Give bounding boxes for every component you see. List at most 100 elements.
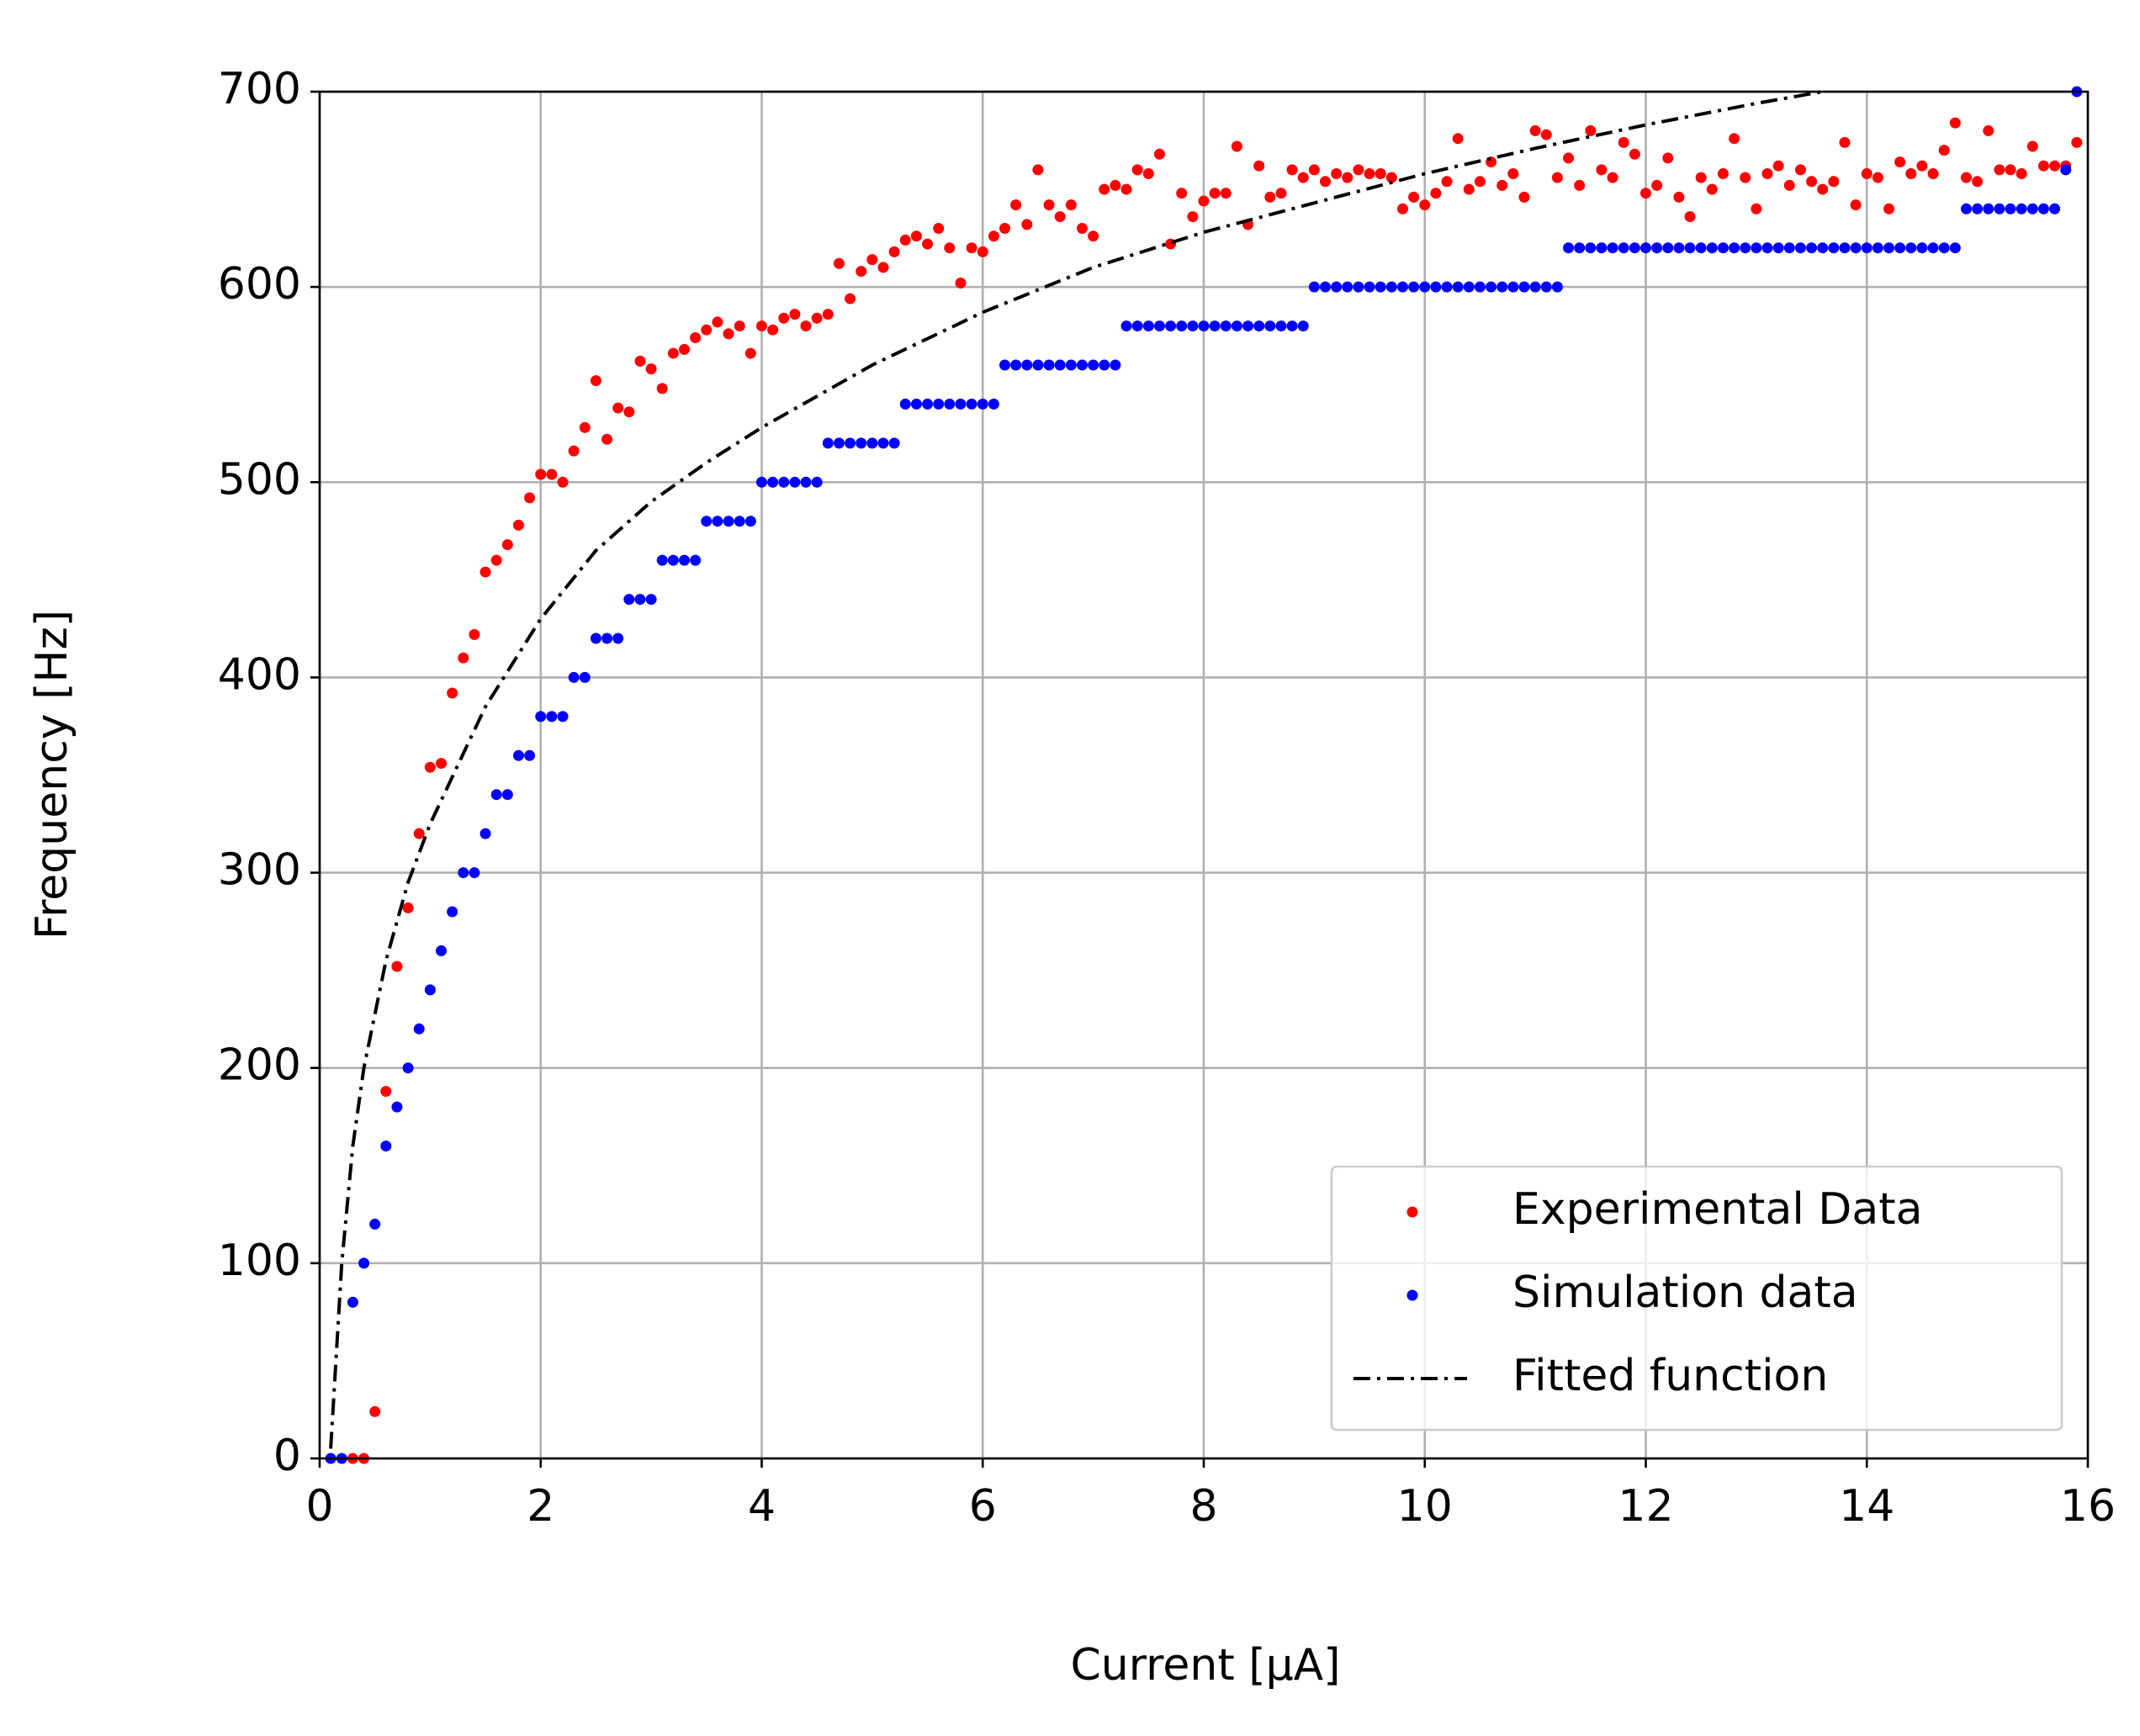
point [557, 711, 569, 722]
point [1375, 281, 1386, 293]
point [1209, 188, 1221, 199]
point [501, 789, 513, 801]
point [1021, 219, 1033, 230]
point [1540, 281, 1552, 293]
point [1043, 359, 1055, 371]
point [436, 945, 448, 956]
point [999, 223, 1011, 234]
x-tick-label: 12 [1618, 1481, 1673, 1532]
point [845, 293, 856, 304]
point [2037, 203, 2049, 214]
point [1684, 211, 1696, 223]
point [1916, 160, 1928, 172]
point [524, 492, 536, 504]
point [756, 476, 767, 488]
point [1850, 199, 1862, 211]
point [1972, 176, 1984, 188]
point [2071, 136, 2083, 148]
point [744, 347, 756, 359]
x-tick-label: 6 [969, 1481, 997, 1532]
point [988, 230, 999, 242]
point [1783, 179, 1795, 191]
point [723, 516, 734, 527]
x-tick-label: 0 [305, 1481, 333, 1532]
point [1385, 281, 1397, 293]
point [2049, 203, 2061, 214]
point [1817, 183, 1829, 195]
point [1640, 242, 1651, 254]
point [1806, 176, 1818, 188]
point [988, 398, 999, 410]
point [922, 398, 934, 410]
point [1331, 168, 1343, 179]
point [1264, 320, 1276, 332]
point [744, 516, 756, 527]
point [2005, 164, 2016, 176]
point [833, 257, 845, 269]
point [1574, 179, 1586, 191]
point [701, 324, 712, 336]
point [1761, 242, 1773, 254]
point [1076, 359, 1088, 371]
point [1651, 242, 1663, 254]
point [679, 554, 691, 566]
point [789, 476, 801, 488]
point [1043, 199, 1055, 211]
y-tick-label: 300 [218, 845, 301, 896]
point [1120, 183, 1132, 195]
point [1684, 242, 1696, 254]
point [1441, 281, 1453, 293]
point [1806, 242, 1818, 254]
y-tick-label: 100 [218, 1236, 301, 1286]
point [1231, 320, 1242, 332]
point [1496, 281, 1508, 293]
point [512, 749, 524, 761]
point [1142, 320, 1154, 332]
point [1320, 176, 1332, 188]
y-axis-label: Frequency [Hz] [27, 610, 77, 939]
point [512, 519, 524, 531]
y-tick-label: 0 [273, 1431, 301, 1481]
legend-label: Simulation data [1512, 1268, 1858, 1318]
point [1297, 320, 1309, 332]
point [1396, 203, 1408, 214]
point [866, 254, 878, 266]
point [822, 437, 834, 449]
point [1640, 188, 1651, 199]
point [1717, 168, 1729, 179]
point [458, 867, 469, 879]
point [1220, 188, 1232, 199]
point [1088, 230, 1099, 242]
point [402, 902, 414, 913]
point [811, 476, 823, 488]
point [1331, 281, 1343, 293]
point [910, 398, 922, 410]
point [2026, 140, 2038, 152]
point [1198, 195, 1210, 207]
point [701, 516, 712, 527]
point [767, 476, 779, 488]
point [1740, 172, 1751, 183]
point [1540, 129, 1552, 140]
point [634, 594, 646, 606]
point [1817, 242, 1829, 254]
point [1916, 242, 1928, 254]
point [436, 758, 448, 770]
point [1065, 359, 1077, 371]
point [1706, 183, 1718, 195]
point [1010, 199, 1022, 211]
point [922, 238, 934, 250]
point [933, 223, 945, 234]
point [1828, 176, 1840, 188]
point [1353, 281, 1364, 293]
point [1408, 191, 1420, 203]
point [1065, 199, 1077, 211]
point [1187, 211, 1199, 223]
point [601, 632, 613, 644]
point [1673, 242, 1685, 254]
point [424, 761, 436, 773]
point [1960, 203, 1972, 214]
point [1960, 172, 1972, 183]
point [955, 278, 967, 288]
point [1507, 281, 1519, 293]
